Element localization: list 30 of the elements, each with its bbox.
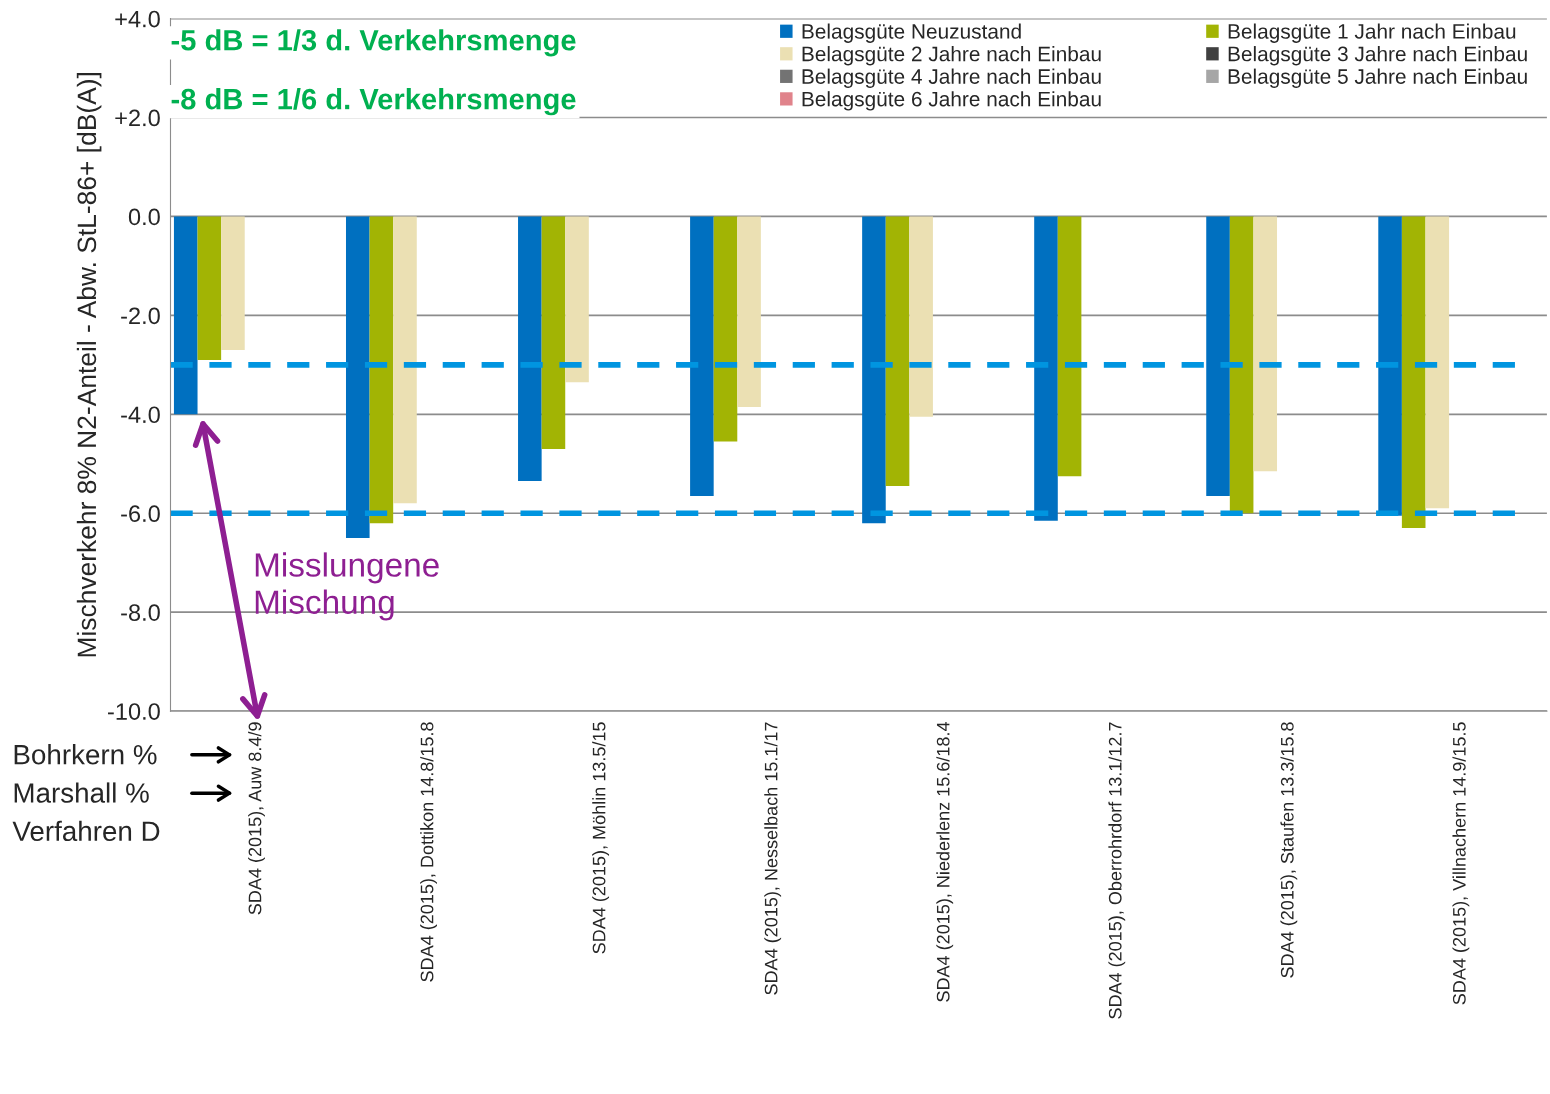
- x-tick-label: SDA4 (2015), Niederlenz 15.6/18.4: [936, 722, 954, 1002]
- x-tick-label: SDA4 (2015), Nesselbach 15.1/17: [764, 722, 782, 995]
- y-tick-label: -4.0: [121, 406, 160, 424]
- x-tick-label: SDA4 (2015), Möhlin 13.5/15: [592, 722, 610, 954]
- x-tick-label: SDA4 (2015), Oberrohrdorf 13.1/12.7: [1108, 722, 1126, 1019]
- legend-label: Belagsgüte 5 Jahre nach Einbau: [1228, 68, 1527, 89]
- text: Marshall %: [14, 782, 149, 803]
- x-tick-label: SDA4 (2015), Staufen 13.3/15.8: [1280, 722, 1298, 978]
- y-tick-label: +4.0: [115, 10, 160, 28]
- y-tick-label: -6.0: [121, 505, 160, 523]
- annotation: -5 dB = 1/3 d. Verkehrsmenge: [171, 29, 576, 57]
- y-tick-label: -2.0: [121, 307, 160, 325]
- x-tick-label: SDA4 (2015), Auw 8.4/9: [248, 722, 265, 915]
- y-tick-label: -8.0: [121, 604, 160, 621]
- legend-label: Belagsgüte 4 Jahre nach Einbau: [802, 68, 1101, 89]
- annotation: Misslungene Mischung: [255, 552, 439, 621]
- legend-label: Belagsgüte 3 Jahre nach Einbau: [1228, 46, 1527, 66]
- legend-label: Belagsgüte 6 Jahre nach Einbau: [802, 91, 1101, 111]
- y-axis-title: Mischverkehr 8% N2-Anteil - Abw. StL-86+ [dB(A)]: [76, 73, 102, 657]
- legend-label: Belagsgüte Neuzustand: [802, 23, 1021, 43]
- legend-label: Belagsgüte 1 Jahr nach Einbau: [1228, 23, 1516, 43]
- y-tick-label: -10.0: [108, 703, 160, 720]
- y-tick-label: +2.0: [115, 109, 160, 127]
- legend-label: Belagsgüte 2 Jahre nach Einbau: [802, 46, 1101, 66]
- x-tick-label: SDA4 (2015), Dottikon 14.8/15.8: [420, 722, 437, 982]
- text: Bohrkern %: [14, 744, 157, 765]
- annotation: -8 dB = 1/6 d. Verkehrsmenge: [171, 88, 576, 116]
- x-tick-label: SDA4 (2015), Villnachern 14.9/15.5: [1452, 722, 1470, 1005]
- y-tick-label: 0.0: [128, 208, 160, 226]
- text: Verfahren D: [12, 820, 160, 842]
